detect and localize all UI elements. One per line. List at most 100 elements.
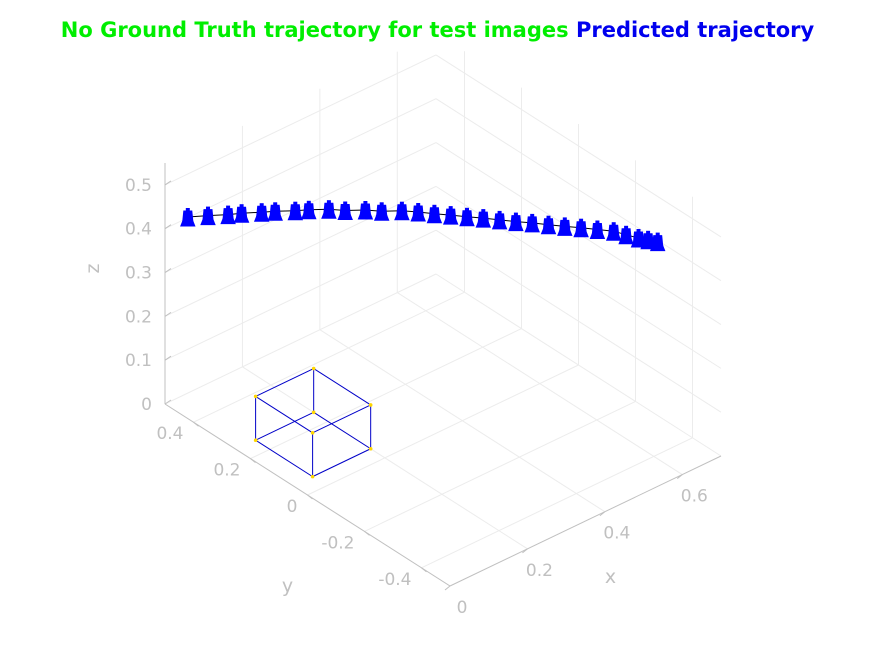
- camera-marker: [540, 215, 557, 235]
- camera-marker-top: [379, 202, 384, 206]
- camera-marker-top: [343, 201, 348, 205]
- camera-marker-top: [273, 202, 278, 206]
- camera-marker-base: [200, 219, 216, 226]
- camera-marker-base: [475, 221, 492, 228]
- chart-title: No Ground Truth trajectory for test imag…: [0, 18, 875, 42]
- camera-marker-body: [477, 211, 489, 223]
- camera-marker-top: [579, 218, 584, 222]
- sidewall-gridline-z: [435, 229, 722, 413]
- camera-marker-base: [649, 245, 666, 252]
- camera-marker-top: [206, 206, 210, 210]
- floor-gridline-y: [250, 328, 522, 460]
- title-ground-truth: No Ground Truth trajectory for test imag…: [60, 18, 569, 42]
- camera-marker: [426, 204, 443, 224]
- y-tick: [307, 494, 313, 500]
- camera-marker: [200, 206, 216, 226]
- camera-marker-base: [394, 214, 410, 221]
- camera-marker-body: [608, 224, 620, 236]
- camera-marker-body: [289, 204, 301, 216]
- x-tick-label: 0: [457, 598, 468, 618]
- camera-marker: [267, 202, 283, 221]
- camera-marker: [180, 208, 196, 227]
- floor-gridline-y: [193, 291, 465, 423]
- backwall-gridline-z: [164, 54, 437, 186]
- camera-marker-top: [185, 208, 190, 211]
- camera-marker-body: [396, 204, 408, 216]
- y-tick-label: 0.2: [213, 461, 240, 481]
- backwall-gridline-z: [164, 229, 437, 361]
- object-box-corner: [311, 410, 316, 415]
- camera-marker-body: [376, 204, 388, 216]
- sidewall-gridline-z: [435, 54, 722, 238]
- backwall-gridline-z: [164, 142, 437, 273]
- object-box-corner: [368, 446, 373, 451]
- z-tick-label: 0.1: [125, 351, 152, 371]
- camera-marker: [410, 203, 426, 222]
- camera-marker-base: [233, 216, 250, 223]
- label-layer: 00.20.40.6-0.4-0.200.20.400.10.20.30.40.…: [82, 176, 708, 618]
- camera-marker-body: [256, 205, 268, 217]
- x-tick-label: 0.2: [526, 561, 553, 581]
- camera-marker-top: [226, 205, 231, 209]
- camera-marker-top: [239, 204, 244, 208]
- object-box: [253, 366, 373, 479]
- camera-marker-base: [337, 214, 353, 220]
- camera-marker: [605, 222, 622, 241]
- camera-marker-body: [632, 231, 645, 243]
- backwall-gridline-z: [164, 98, 437, 230]
- camera-marker-base: [573, 231, 589, 238]
- x-tick: [522, 548, 528, 554]
- z-tick-label: 0.2: [125, 307, 152, 327]
- camera-marker-body: [494, 213, 506, 225]
- camera-marker-top: [636, 229, 641, 232]
- sidewall-gridline-z: [435, 98, 722, 282]
- camera-marker: [475, 209, 492, 228]
- backwall-gridline-z: [164, 185, 437, 317]
- camera-marker-base: [180, 220, 196, 227]
- camera-marker: [573, 218, 589, 238]
- camera-marker-base: [508, 225, 524, 232]
- camera-marker-top: [497, 210, 502, 214]
- camera-marker-base: [301, 213, 317, 220]
- object-box-edge: [312, 404, 371, 434]
- camera-marker-body: [526, 216, 538, 228]
- title-predicted: Predicted trajectory: [575, 18, 815, 42]
- camera-marker-top: [562, 217, 567, 221]
- object-box-corner: [253, 394, 258, 399]
- camera-marker: [394, 201, 410, 221]
- camera-marker-top: [465, 207, 469, 211]
- camera-marker-body: [445, 208, 457, 220]
- y-tick: [364, 531, 370, 536]
- camera-marker-top: [306, 200, 311, 204]
- floor-gridline-y: [307, 364, 579, 496]
- camera-marker-top: [546, 215, 551, 219]
- floor-gridline-y: [421, 437, 693, 569]
- camera-marker-body: [461, 210, 473, 222]
- z-tick: [164, 355, 172, 361]
- object-box-corner: [368, 403, 373, 407]
- camera-marker-body: [652, 235, 664, 247]
- camera-marker-base: [618, 238, 634, 245]
- camera-marker-body: [575, 221, 587, 233]
- x-tick-label: 0.4: [603, 524, 630, 544]
- camera-marker-base: [442, 218, 459, 225]
- camera-marker-top: [513, 212, 518, 216]
- camera-marker-body: [236, 206, 248, 218]
- camera-marker-base: [357, 213, 374, 220]
- camera-marker-top: [259, 203, 264, 207]
- camera-marker-top: [399, 201, 404, 205]
- object-box-corner: [310, 474, 315, 479]
- camera-marker-base: [524, 226, 540, 233]
- camera-marker-body: [542, 218, 555, 230]
- z-tick: [164, 180, 172, 186]
- camera-marker: [373, 202, 390, 221]
- camera-marker-body: [182, 210, 194, 222]
- camera-marker-top: [293, 201, 298, 205]
- camera-marker: [557, 217, 573, 236]
- camera-marker-top: [481, 209, 486, 213]
- y-tick: [421, 567, 427, 573]
- x-axis-label: x: [605, 566, 616, 588]
- camera-marker-body: [269, 204, 281, 216]
- y-tick-label: 0: [287, 497, 298, 517]
